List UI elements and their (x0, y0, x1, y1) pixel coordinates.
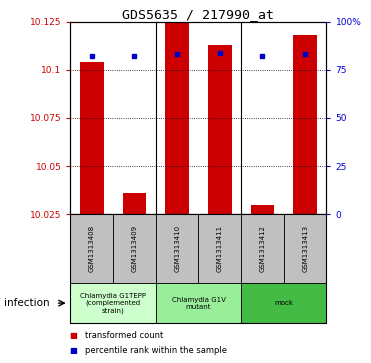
Text: transformed count: transformed count (85, 331, 164, 340)
Text: infection: infection (4, 298, 49, 308)
Text: mock: mock (274, 300, 293, 306)
Bar (293, 35, 317, 214)
Text: ■: ■ (70, 346, 81, 355)
Text: ■: ■ (70, 331, 81, 340)
Text: percentile rank within the sample: percentile rank within the sample (85, 346, 227, 355)
Bar (165, 22, 189, 214)
Bar (80, 62, 104, 214)
Bar (251, 205, 274, 214)
Title: GDS5635 / 217990_at: GDS5635 / 217990_at (122, 8, 275, 21)
Text: GSM1313412: GSM1313412 (259, 225, 266, 272)
Text: Chlamydia G1TEPP
(complemented
strain): Chlamydia G1TEPP (complemented strain) (80, 293, 146, 314)
Bar (208, 45, 232, 214)
Text: Chlamydia G1V
mutant: Chlamydia G1V mutant (171, 297, 226, 310)
Text: GSM1313410: GSM1313410 (174, 225, 180, 272)
Bar (123, 193, 146, 214)
Text: GSM1313413: GSM1313413 (302, 225, 308, 272)
Text: GSM1313408: GSM1313408 (89, 225, 95, 272)
Text: GSM1313411: GSM1313411 (217, 225, 223, 272)
Text: GSM1313409: GSM1313409 (131, 225, 138, 272)
